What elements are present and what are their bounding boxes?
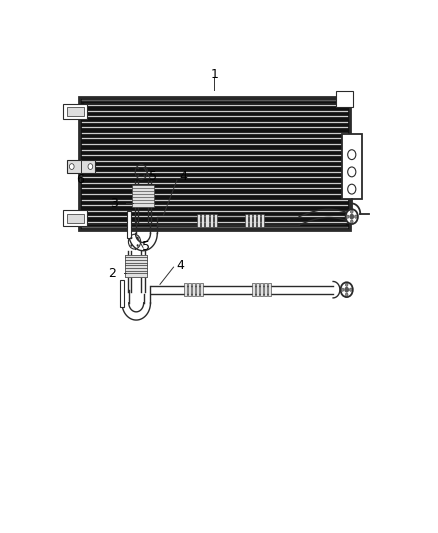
Bar xyxy=(192,283,195,296)
Bar xyxy=(251,283,254,296)
Bar xyxy=(132,200,154,204)
Text: 5: 5 xyxy=(149,171,157,183)
Bar xyxy=(125,265,148,269)
Circle shape xyxy=(350,220,353,223)
Bar xyxy=(132,197,154,201)
Bar xyxy=(268,283,271,296)
Bar xyxy=(125,255,148,259)
Bar xyxy=(260,283,263,296)
Text: 5: 5 xyxy=(142,240,150,253)
Text: 3: 3 xyxy=(110,197,118,210)
Bar xyxy=(253,214,256,227)
Bar xyxy=(120,280,124,307)
Text: 2: 2 xyxy=(109,267,117,280)
Bar xyxy=(342,134,362,199)
Circle shape xyxy=(69,164,74,169)
Bar xyxy=(125,263,148,266)
Circle shape xyxy=(137,167,139,169)
Circle shape xyxy=(350,288,352,292)
Bar xyxy=(125,265,148,269)
Circle shape xyxy=(341,288,344,292)
Text: 4: 4 xyxy=(177,259,184,271)
Bar xyxy=(261,214,264,227)
Bar xyxy=(125,273,148,277)
Circle shape xyxy=(137,237,139,239)
Circle shape xyxy=(345,283,348,286)
Bar xyxy=(256,283,259,296)
Bar xyxy=(200,283,203,296)
Bar xyxy=(125,260,148,264)
Circle shape xyxy=(345,293,348,296)
Bar xyxy=(245,214,248,227)
Circle shape xyxy=(341,282,353,297)
Circle shape xyxy=(350,210,353,213)
Bar xyxy=(78,97,350,230)
Bar xyxy=(125,260,148,264)
Bar xyxy=(188,283,191,296)
Bar xyxy=(78,97,350,230)
Bar xyxy=(67,214,84,223)
Bar xyxy=(125,255,148,259)
Bar xyxy=(214,214,217,227)
Bar xyxy=(201,214,205,227)
Bar xyxy=(132,188,154,192)
Bar xyxy=(125,271,148,274)
Circle shape xyxy=(344,287,349,293)
Circle shape xyxy=(354,215,357,219)
Bar xyxy=(197,214,200,227)
Bar xyxy=(132,185,154,189)
Circle shape xyxy=(346,209,358,224)
Bar xyxy=(196,283,199,296)
Bar xyxy=(67,107,84,116)
Text: 6: 6 xyxy=(77,173,85,186)
Bar xyxy=(125,273,148,277)
Circle shape xyxy=(131,237,132,239)
Bar xyxy=(132,194,154,198)
Circle shape xyxy=(137,244,139,247)
Circle shape xyxy=(143,167,145,169)
Circle shape xyxy=(350,214,354,220)
Bar xyxy=(63,211,87,226)
Bar xyxy=(125,257,148,261)
Bar xyxy=(184,283,187,296)
Bar xyxy=(264,283,267,296)
Bar xyxy=(132,204,154,207)
Circle shape xyxy=(131,244,132,247)
Text: 1: 1 xyxy=(210,68,218,80)
Bar xyxy=(249,214,252,227)
Bar xyxy=(127,211,131,238)
Bar xyxy=(125,271,148,274)
Circle shape xyxy=(88,164,93,169)
Bar xyxy=(209,214,212,227)
Bar xyxy=(125,268,148,272)
Text: 4: 4 xyxy=(180,171,187,183)
Bar xyxy=(205,214,208,227)
Circle shape xyxy=(346,215,349,219)
Bar xyxy=(336,91,353,107)
Bar xyxy=(125,257,148,261)
Circle shape xyxy=(143,174,145,177)
Bar xyxy=(125,263,148,266)
Circle shape xyxy=(137,174,139,177)
Bar xyxy=(63,104,87,119)
Bar xyxy=(67,160,95,173)
Bar xyxy=(257,214,260,227)
Bar xyxy=(125,268,148,272)
Bar xyxy=(132,191,154,195)
